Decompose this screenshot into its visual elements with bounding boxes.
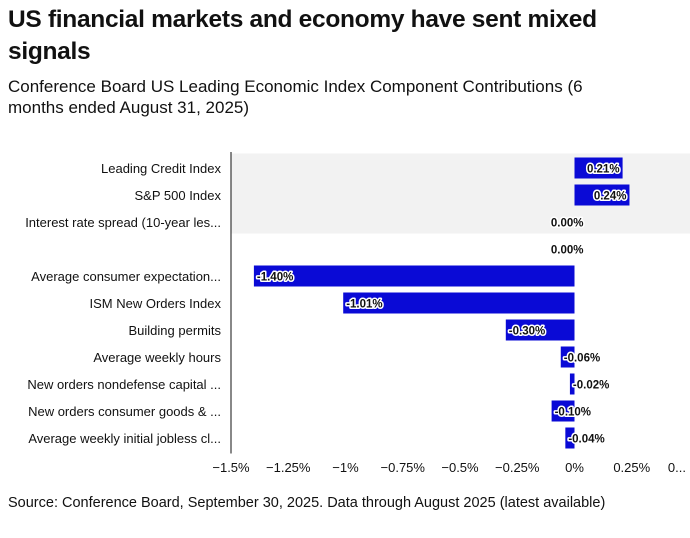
value-label: -0.04% [568, 434, 604, 446]
bar [343, 292, 575, 314]
bar [569, 373, 575, 395]
bar [565, 427, 575, 449]
value-label: -1.01% [346, 299, 382, 311]
value-label: -1.40% [257, 272, 293, 284]
category-label: Leading Credit Index [101, 161, 221, 176]
category-label: ISM New Orders Index [90, 296, 222, 311]
x-tick-label: −0.5% [441, 460, 479, 475]
x-tick-label: −1% [332, 460, 359, 475]
value-label: 0.21% [587, 164, 620, 176]
x-tick-label: −1.25% [266, 460, 311, 475]
category-label: Average weekly initial jobless cl... [28, 431, 221, 446]
category-label: Building permits [129, 323, 222, 338]
bar [574, 157, 623, 179]
bar [574, 184, 630, 206]
bar [253, 265, 575, 287]
bar-chart: 0.21% 0.24% 0.00% 0.00% -1.40% -1.01% -0.30% -0… [25, 152, 690, 475]
value-label: -0.06% [564, 353, 600, 365]
x-tick-label: 0.25% [613, 460, 650, 475]
source-note: Source: Conference Board, September 30, … [8, 495, 606, 511]
value-label: -0.02% [573, 380, 609, 392]
value-labels: 0.21% 0.24% 0.00% 0.00% -1.40% -1.01% -0.30% -0… [255, 162, 628, 447]
value-label: 0.24% [594, 191, 627, 203]
x-axis-ticks: −1.5% −1.25% −1% −0.75% −0.5% −0.25% 0% 0.25% 0.… [212, 460, 686, 475]
category-labels: Leading Credit Index S&P 500 Index Interes… [25, 161, 221, 446]
value-label: -0.30% [509, 326, 545, 338]
category-label: S&P 500 Index [135, 188, 222, 203]
bar [551, 400, 575, 422]
bars [253, 157, 630, 449]
value-label: -0.10% [555, 407, 591, 419]
bar [560, 346, 575, 368]
x-tick-label: −0.75% [381, 460, 426, 475]
value-label: 0.00% [551, 245, 584, 257]
category-label: New orders nondefense capital ... [27, 377, 221, 392]
x-tick-label: 0... [668, 460, 686, 475]
value-label: 0.00% [551, 218, 584, 230]
category-label: Interest rate spread (10-year les... [25, 215, 221, 230]
x-tick-label: 0% [565, 460, 584, 475]
category-label: Average weekly hours [93, 350, 221, 365]
chart-subtitle: Conference Board US Leading Economic Ind… [8, 77, 583, 117]
x-tick-label: −0.25% [495, 460, 540, 475]
bar [505, 319, 575, 341]
category-label: New orders consumer goods & ... [28, 404, 221, 419]
chart-title: US financial markets and economy have se… [8, 6, 597, 65]
category-label: Average consumer expectation... [31, 269, 221, 284]
x-tick-label: −1.5% [212, 460, 250, 475]
